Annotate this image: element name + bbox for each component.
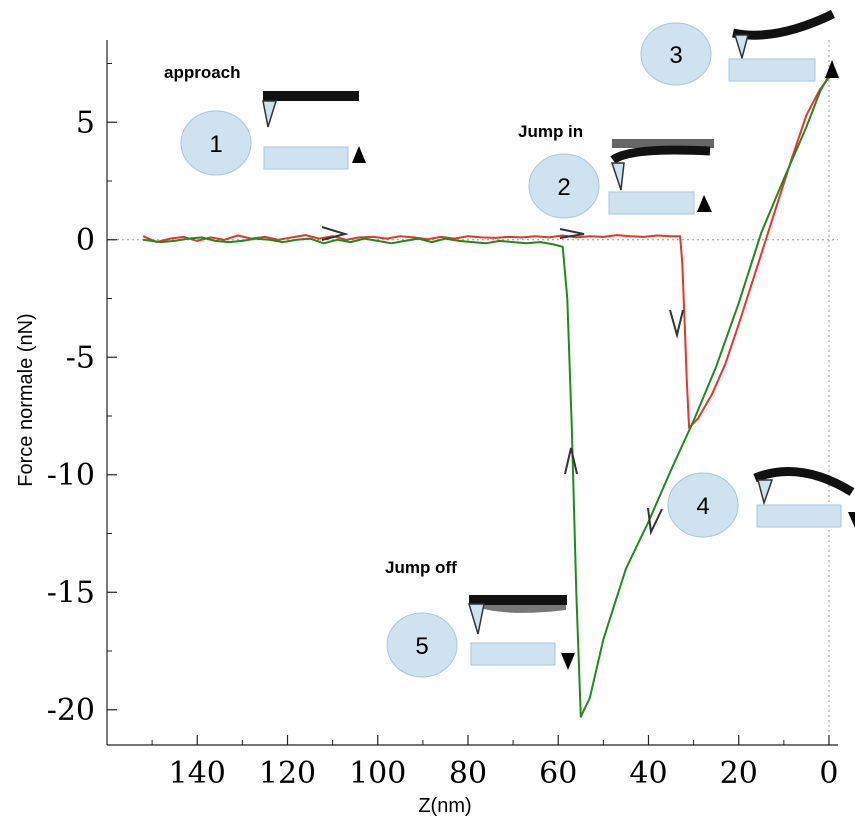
y-ticks: 5 0 -5 -10 -15 -20	[47, 63, 117, 728]
direction-arrows	[321, 226, 684, 536]
step-4-schematic: 4	[667, 467, 855, 538]
sample-down-arrow-icon	[848, 512, 855, 528]
step-bubble	[667, 472, 739, 538]
sample	[608, 191, 695, 215]
x-axis-label: Z(nm)	[418, 795, 471, 817]
step-bubble	[386, 612, 458, 678]
cantilever	[263, 91, 359, 101]
y-tick-label: -5	[66, 340, 95, 375]
cantilever	[732, 9, 835, 40]
jump-in-label: Jump in	[518, 122, 583, 141]
sample-down-arrow-icon	[561, 653, 575, 670]
y-tick-label: -15	[47, 575, 95, 610]
sample-up-arrow-icon	[352, 146, 366, 163]
jump-in-direction-arrow	[669, 309, 684, 339]
approach-curve	[142, 76, 830, 429]
sample-up-arrow-icon	[825, 60, 839, 78]
cantilever	[753, 467, 855, 496]
step-number: 1	[209, 131, 222, 158]
sample	[756, 504, 842, 528]
x-tick-label: 60	[539, 756, 577, 791]
retract-direction-arrow	[564, 447, 578, 475]
retract-curve	[142, 74, 830, 718]
x-ticks: 140 120 100 80 60 40 20 0	[151, 735, 839, 791]
approach-direction-arrow	[559, 228, 585, 239]
y-tick-label: -10	[47, 458, 95, 493]
tip	[757, 479, 774, 506]
sample	[470, 642, 556, 666]
step-3-schematic: 3	[640, 9, 839, 86]
cantilever	[469, 595, 567, 605]
step-1-schematic: approach 1	[164, 63, 366, 176]
x-tick-label: 80	[449, 756, 487, 791]
step-number: 3	[669, 42, 682, 69]
x-tick-label: 100	[349, 756, 406, 791]
step-2-schematic: Jump in 2	[518, 122, 714, 219]
step-number: 2	[557, 174, 570, 201]
sample	[263, 146, 349, 170]
series-group	[142, 74, 830, 718]
tip	[610, 162, 625, 191]
x-tick-label: 20	[720, 756, 758, 791]
y-tick-label: -20	[47, 693, 95, 728]
sample	[728, 58, 816, 82]
step-number: 4	[696, 493, 709, 520]
step-bubble	[528, 153, 600, 219]
jump-off-label: Jump off	[385, 558, 457, 577]
step-number: 5	[415, 633, 428, 660]
cantilever	[610, 145, 711, 164]
step-5-schematic: Jump off 5	[385, 558, 575, 678]
x-tick-label: 120	[259, 756, 316, 791]
tip	[467, 603, 485, 635]
contact-direction-arrow	[647, 507, 663, 536]
tip	[262, 100, 278, 128]
step-bubble	[180, 110, 252, 176]
approach-direction-arrow	[321, 226, 349, 241]
x-tick-label: 140	[169, 756, 226, 791]
step-bubble	[640, 22, 712, 86]
x-tick-label: 40	[629, 756, 667, 791]
x-tick-label: 0	[819, 756, 838, 791]
approach-label: approach	[164, 63, 241, 82]
y-tick-label: 5	[76, 105, 95, 140]
cantilever-ghost	[612, 139, 714, 148]
sample-up-arrow-icon	[697, 195, 712, 212]
tip	[733, 34, 749, 61]
y-axis-label: Force normale (nN)	[15, 313, 37, 486]
y-tick-label: 0	[76, 223, 95, 258]
